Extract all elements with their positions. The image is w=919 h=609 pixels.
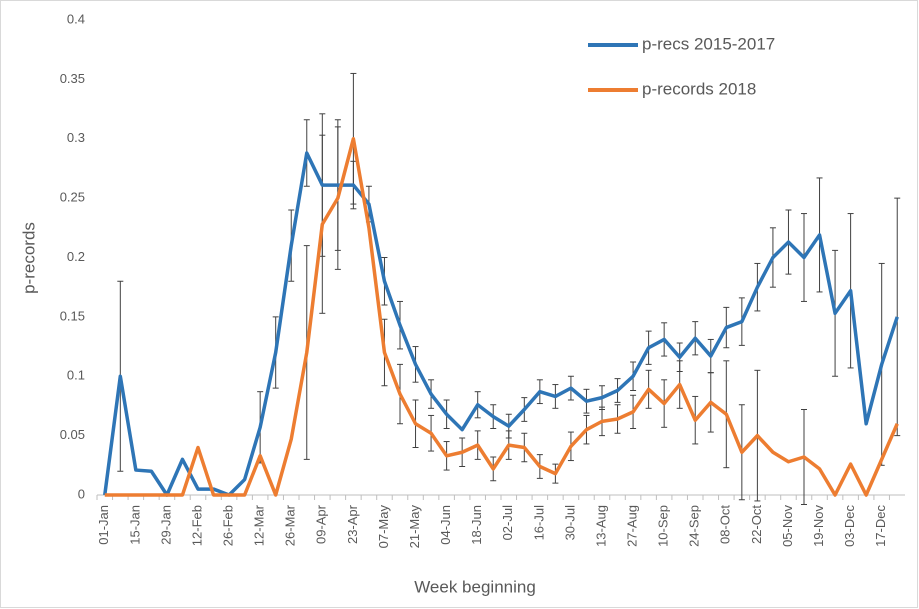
y-tick-label: 0 — [78, 486, 85, 501]
x-tick-label: 02-Jul — [500, 505, 515, 541]
y-axis-title: p-records — [19, 222, 38, 294]
x-tick-label: 08-Oct — [718, 505, 733, 544]
x-tick-label: 15-Jan — [127, 505, 142, 545]
x-tick-label: 17-Dec — [873, 505, 888, 547]
y-tick-label: 0.2 — [67, 249, 85, 264]
x-tick-label: 12-Mar — [252, 504, 267, 546]
y-tick-label: 0.15 — [60, 308, 85, 323]
x-tick-label: 16-Jul — [531, 505, 546, 541]
x-tick-label: 24-Sep — [687, 505, 702, 547]
x-tick-label: 19-Nov — [811, 505, 826, 547]
x-tick-label: 09-Apr — [314, 504, 329, 544]
y-tick-label: 0.35 — [60, 71, 85, 86]
y-tick-label: 0.4 — [67, 11, 85, 26]
x-tick-label: 23-Apr — [345, 504, 360, 544]
x-tick-label: 13-Aug — [593, 505, 608, 547]
x-tick-label: 30-Jul — [562, 505, 577, 541]
series-line — [104, 137, 899, 497]
y-tick-label: 0.1 — [67, 368, 85, 383]
x-tick-label: 04-Jun — [438, 505, 453, 545]
y-tick-label: 0.25 — [60, 190, 85, 205]
legend-label: p-recs 2015-2017 — [642, 34, 775, 53]
y-tick-label: 0.05 — [60, 427, 85, 442]
x-tick-label: 12-Feb — [189, 505, 204, 546]
x-tick-label: 18-Jun — [469, 505, 484, 545]
x-tick-label: 21-May — [407, 505, 422, 549]
x-tick-label: 05-Nov — [780, 505, 795, 547]
x-tick-label: 07-May — [376, 505, 391, 549]
x-tick-label: 22-Oct — [749, 505, 764, 544]
x-tick-label: 27-Aug — [625, 505, 640, 547]
y-tick-label: 0.3 — [67, 130, 85, 145]
x-axis-title: Week beginning — [414, 577, 536, 596]
legend-label: p-records 2018 — [642, 79, 756, 98]
x-tick-label: 10-Sep — [656, 505, 671, 547]
x-tick-label: 01-Jan — [96, 505, 111, 545]
x-tick-label: 26-Feb — [221, 505, 236, 546]
series-line — [103, 151, 899, 497]
x-tick-label: 26-Mar — [283, 504, 298, 546]
x-tick-label: 03-Dec — [842, 505, 857, 547]
x-tick-label: 29-Jan — [158, 505, 173, 545]
